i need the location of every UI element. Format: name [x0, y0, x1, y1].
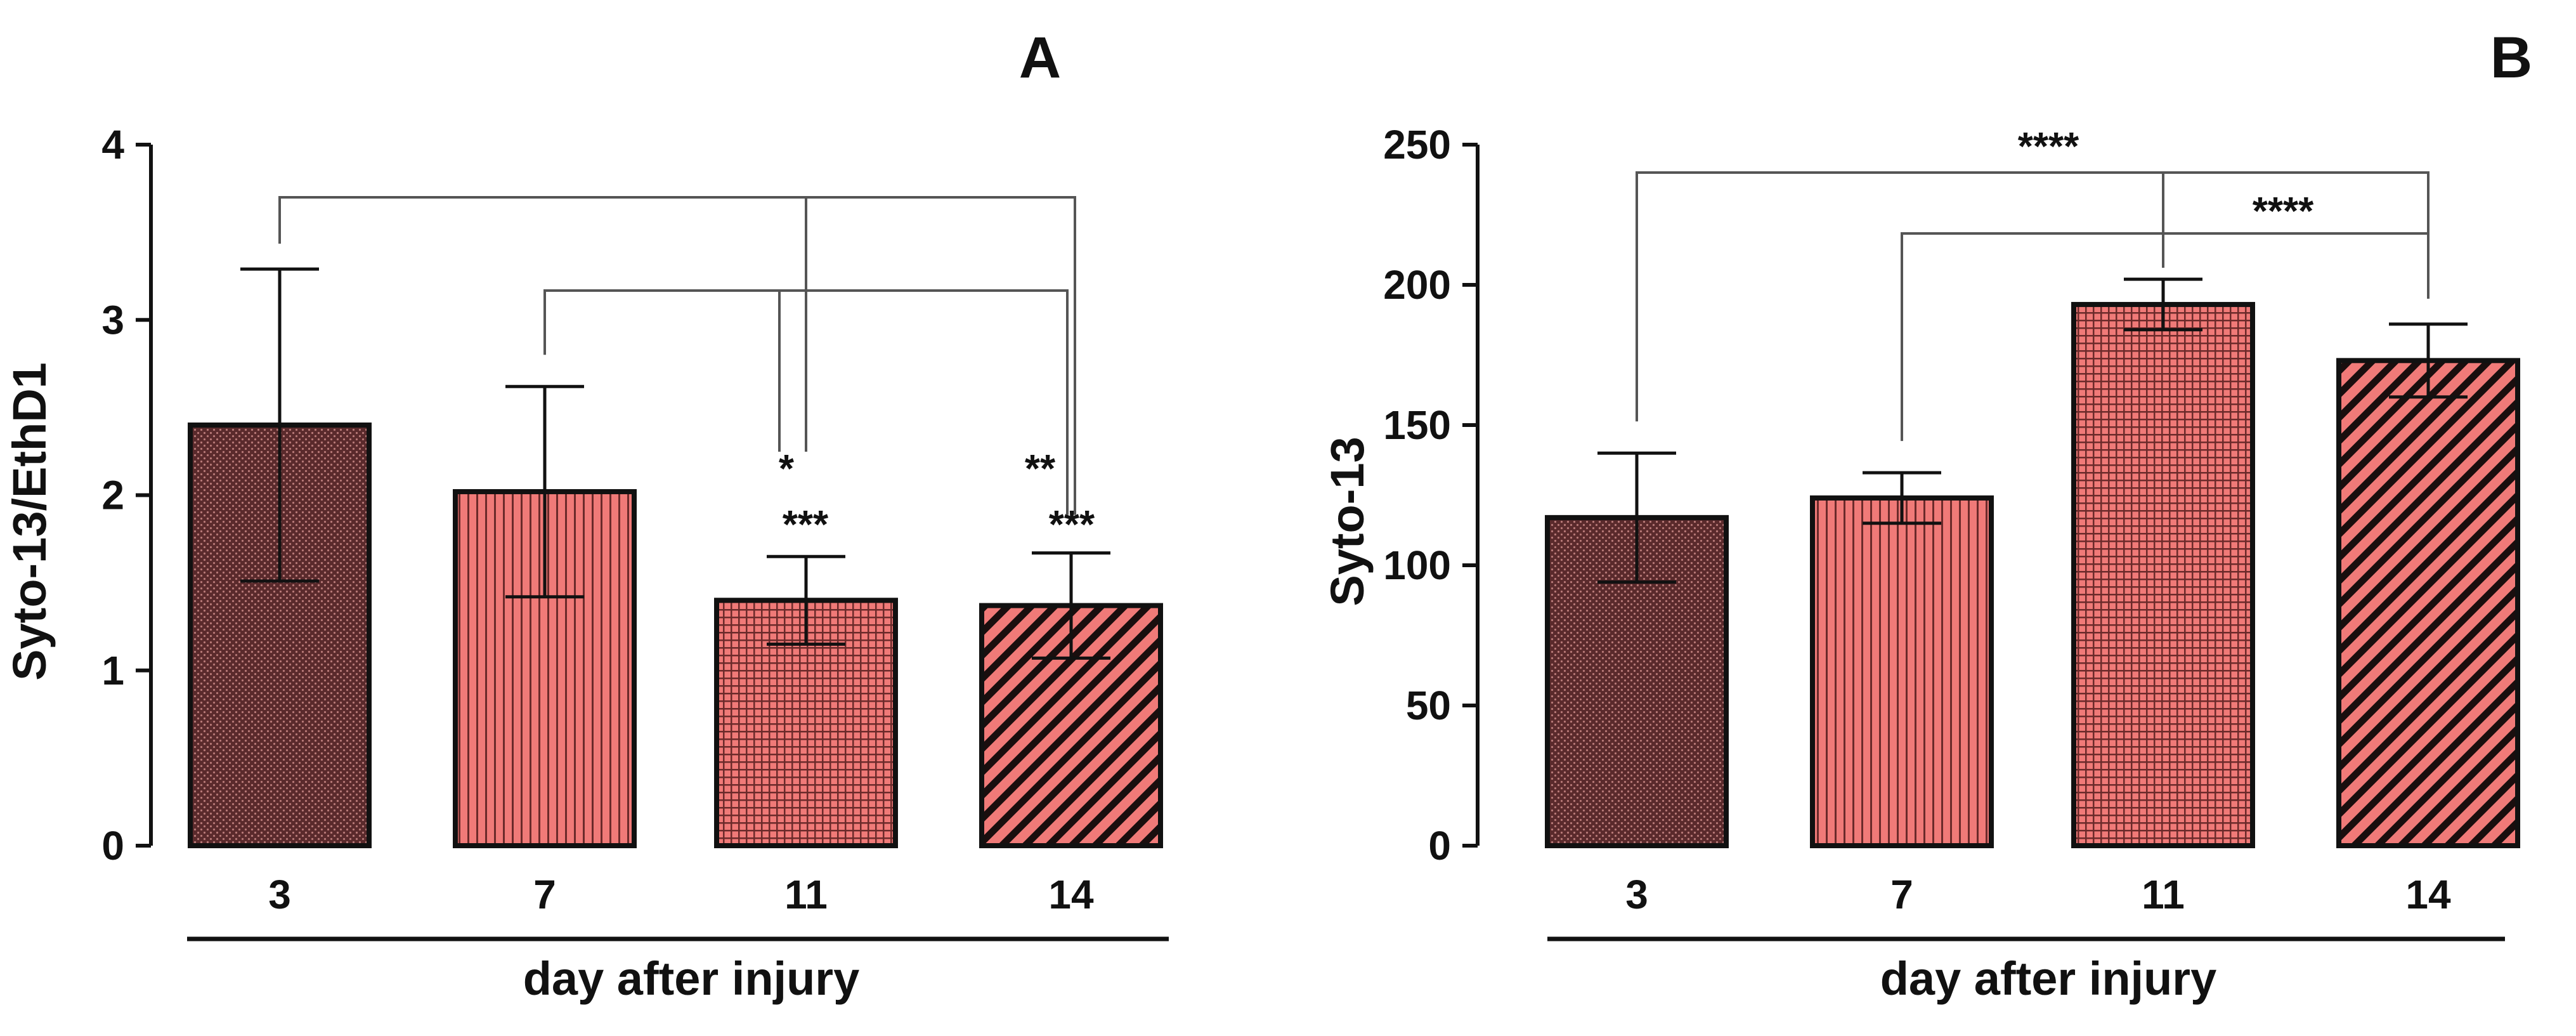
panel-b-sig-label-1: ****	[2018, 125, 2079, 169]
panel-a-sig-label-4: ***	[1049, 503, 1095, 547]
panel-a-chart: 0 1 2 3 4 3 7 11 14	[101, 122, 1169, 941]
panel-b-category-label-14: 14	[2405, 872, 2451, 917]
panel-b-bracket-3-vs-14	[1636, 171, 2430, 422]
panel-b-letter: B	[2490, 25, 2532, 90]
panel-b-chart: 0 50 100 150 200 250 3 7 11 14	[1383, 122, 2520, 941]
panel-b-bar-day-14	[2336, 358, 2520, 848]
panel-a-category-label-11: 11	[784, 872, 828, 917]
panel-a-significance-brackets	[278, 196, 1076, 515]
panel-b-bar-day-11	[2071, 301, 2255, 848]
panel-a-sig-label-3: **	[1025, 447, 1056, 491]
panel-a-letter: A	[1019, 25, 1061, 90]
panel-a-category-label-7: 7	[533, 872, 556, 917]
panel-a-sig-label-2: ***	[783, 503, 829, 547]
panel-a-bracket-7-vs-14	[543, 289, 1069, 515]
panel-b-y-tick-label: 150	[1383, 402, 1451, 448]
panel-a-y-axis-label: Syto-13/EthD1	[3, 362, 56, 681]
panel-b-y-axis-label: Syto-13	[1321, 436, 1374, 606]
panel-a-sig-label-1: *	[779, 447, 795, 491]
panel-a-y-tick-label: 0	[101, 823, 124, 869]
panel-b-bar-day-7	[1810, 495, 1994, 848]
panel-a-y-tick-label: 1	[101, 648, 124, 693]
panel-a-category-label-14: 14	[1048, 872, 1094, 917]
panel-b-y-tick-label: 250	[1383, 122, 1451, 167]
panel-a-y-tick-label: 2	[101, 473, 124, 518]
panel-b-y-ticks: 0 50 100 150 200 250	[1383, 122, 1478, 869]
panel-b-y-tick-label: 0	[1428, 823, 1451, 869]
panel-b-significance-brackets	[1636, 171, 2430, 442]
panel-a-y-tick-label: 4	[101, 122, 124, 167]
panel-b-y-tick-label: 100	[1383, 542, 1451, 588]
panel-a-category-labels: 3 7 11 14	[268, 872, 1094, 917]
panel-b-category-label-3: 3	[1625, 872, 1648, 917]
panel-a-x-axis-label: day after injury	[523, 952, 860, 1005]
panel-b-y-tick-label: 50	[1406, 683, 1451, 728]
panel-b-x-axis-label: day after injury	[1880, 952, 2217, 1005]
panel-b-y-tick-label: 200	[1383, 262, 1451, 308]
panel-b-category-label-7: 7	[1890, 872, 1913, 917]
panel-b-category-label-11: 11	[2142, 872, 2185, 917]
panel-b-sig-label-2: ****	[2253, 190, 2314, 233]
panel-a-bars	[188, 267, 1163, 848]
panel-b-category-labels: 3 7 11 14	[1625, 872, 2451, 917]
panel-a-y-ticks: 0 1 2 3 4	[101, 122, 151, 869]
panel-b-bracket-7-vs-14	[1901, 232, 2428, 442]
panel-b-bars	[1545, 277, 2520, 848]
panel-a-bracket-3-vs-14	[278, 196, 1076, 515]
panel-a-category-label-3: 3	[268, 872, 291, 917]
panel-a-y-tick-label: 3	[101, 297, 124, 343]
